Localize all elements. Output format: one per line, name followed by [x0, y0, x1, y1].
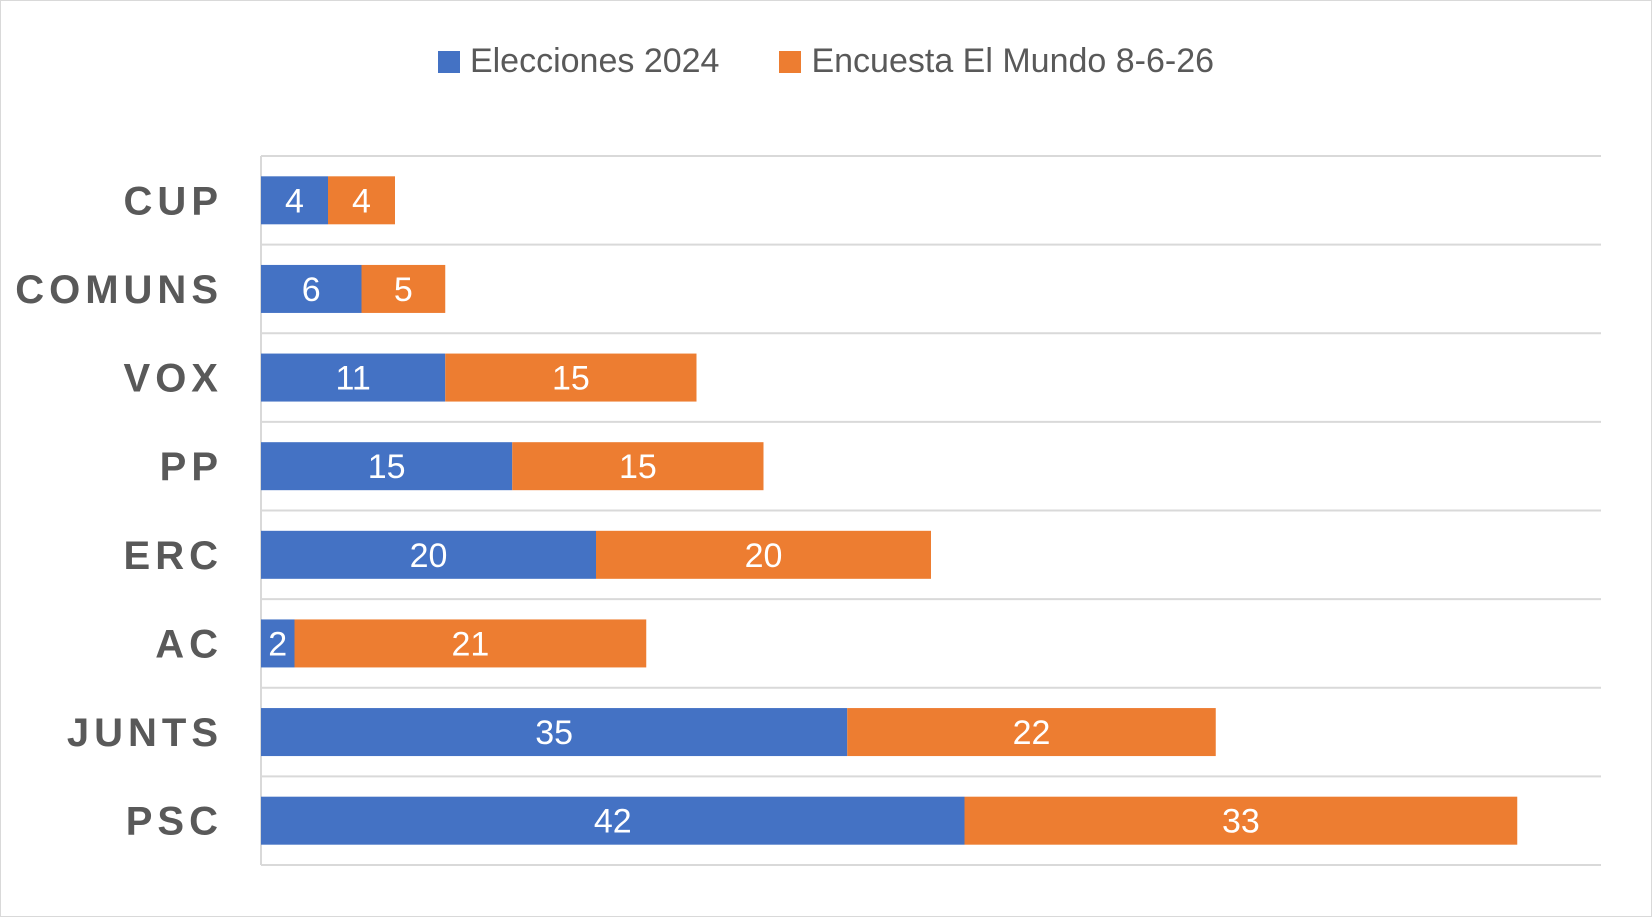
legend-swatch-series-2 — [779, 50, 802, 73]
bar-series-2 — [847, 708, 1216, 757]
data-label-series-1: 20 — [410, 537, 448, 575]
category-label: CUP — [124, 179, 223, 223]
category-label: PP — [160, 445, 223, 489]
bar-series-2 — [964, 796, 1518, 845]
data-label-series-1: 2 — [268, 625, 287, 663]
category-label: AC — [155, 622, 223, 666]
bar-series-1 — [261, 264, 362, 313]
bar-series-1 — [261, 796, 965, 845]
legend-label-series-2: Encuesta El Mundo 8-6-26 — [811, 42, 1215, 80]
category-label: JUNTS — [67, 711, 223, 755]
legend-swatch-series-1 — [437, 50, 460, 73]
data-label-series-2: 4 — [352, 182, 371, 220]
data-label-series-1: 35 — [535, 714, 573, 752]
data-label-series-1: 6 — [302, 271, 321, 309]
category-label: VOX — [124, 357, 223, 401]
bar-series-2 — [361, 264, 446, 313]
bar-series-2 — [445, 353, 697, 402]
bar-series-1 — [261, 619, 295, 668]
bar-series-1 — [261, 442, 513, 491]
data-label-series-2: 21 — [451, 625, 489, 663]
bar-series-2 — [596, 530, 931, 579]
bar-series-2 — [328, 176, 395, 225]
data-label-series-1: 42 — [594, 803, 632, 841]
data-label-series-1: 15 — [368, 448, 406, 486]
bar-series-1 — [261, 708, 848, 757]
data-label-series-2: 22 — [1013, 714, 1051, 752]
bar-series-1 — [261, 353, 446, 402]
data-label-series-2: 33 — [1222, 803, 1260, 841]
data-label-series-2: 5 — [394, 271, 413, 309]
bar-series-1 — [261, 176, 328, 225]
category-label: ERC — [124, 534, 223, 578]
bar-series-2 — [294, 619, 647, 668]
bar-series-1 — [261, 530, 596, 579]
data-label-series-2: 15 — [552, 360, 590, 398]
legend-item-series-1: Elecciones 2024 — [437, 42, 720, 81]
legend: Elecciones 2024 Encuesta El Mundo 8-6-26 — [0, 42, 1652, 81]
bar-series-2 — [512, 442, 764, 491]
legend-label-series-1: Elecciones 2024 — [469, 42, 720, 80]
category-label: PSC — [126, 800, 223, 844]
data-label-series-1: 11 — [335, 360, 370, 398]
category-label: COMUNS — [15, 268, 223, 312]
legend-item-series-2: Encuesta El Mundo 8-6-26 — [779, 42, 1214, 81]
data-label-series-2: 20 — [745, 537, 783, 575]
data-label-series-2: 15 — [619, 448, 657, 486]
data-label-series-1: 4 — [285, 182, 304, 220]
